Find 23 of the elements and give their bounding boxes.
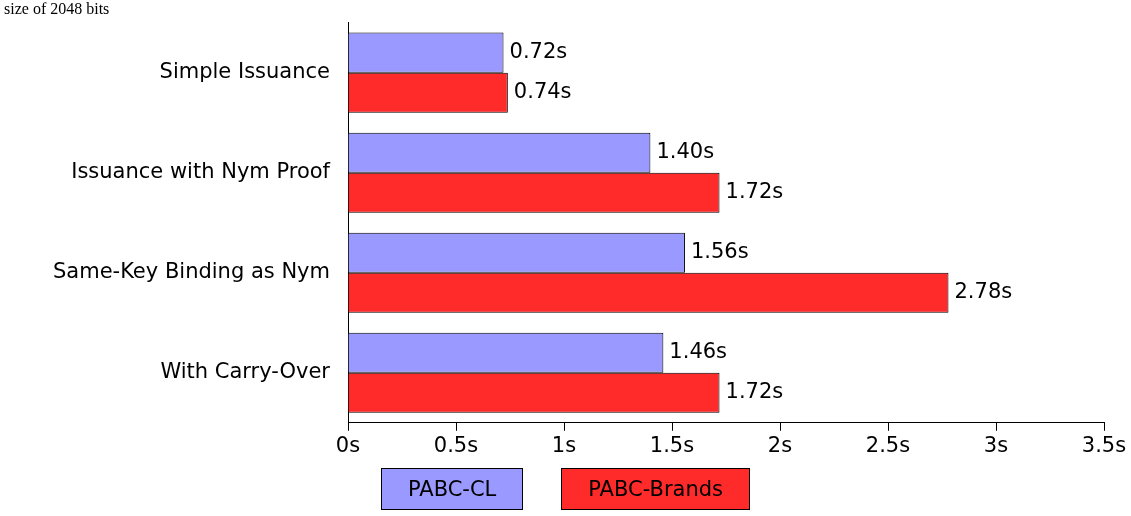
data-label: 2.78s: [954, 279, 1013, 304]
text: PABC-CL: [380, 468, 524, 510]
y-tick-label: Same-Key Binding as Nym: [52, 259, 330, 284]
data-label: 0.74s: [513, 79, 572, 104]
x-tick-label: 0.5s: [433, 432, 479, 457]
x-tick-label: 2.5s: [865, 432, 911, 457]
y-tick-label: With Carry-Over: [160, 359, 331, 384]
y-tick-label: Issuance with Nym Proof: [71, 159, 331, 184]
x-tick-label: 1.5s: [649, 432, 695, 457]
data-label: 1.40s: [656, 139, 715, 164]
data-label: 1.56s: [690, 239, 749, 264]
text: PABC-Brands: [561, 468, 751, 510]
x-tick-label: 3.5s: [1081, 432, 1127, 457]
data-label: 1.72s: [725, 379, 784, 404]
x-tick-label: 2s: [767, 432, 793, 457]
x-tick-label: 0s: [335, 432, 361, 457]
data-label: 1.72s: [725, 179, 784, 204]
x-tick-label: 3s: [983, 432, 1009, 457]
x-tick-label: 1s: [551, 432, 577, 457]
data-label: 0.72s: [509, 39, 568, 64]
text: size of 2048 bits: [4, 0, 110, 18]
y-tick-label: Simple Issuance: [159, 59, 330, 84]
data-label: 1.46s: [669, 339, 728, 364]
